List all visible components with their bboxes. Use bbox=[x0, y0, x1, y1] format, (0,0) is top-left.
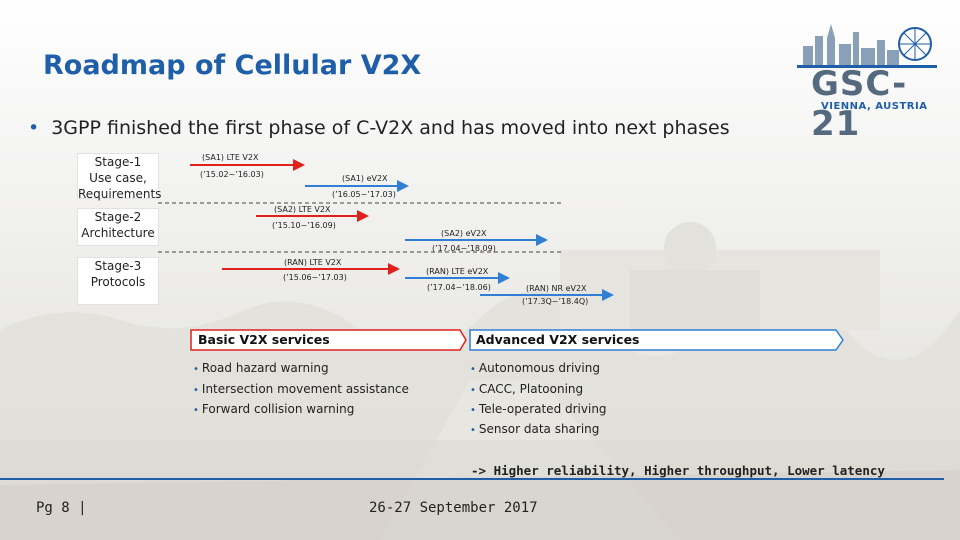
stage-2-label: Stage-2 bbox=[94, 210, 142, 224]
sa2-ev2x-label: (SA2) eV2X bbox=[441, 229, 487, 238]
bullet-dot-icon: • bbox=[470, 385, 476, 396]
event-date: 26-27 September 2017 bbox=[369, 500, 538, 516]
sa2-ev2x-period: (’17.04~’18.09) bbox=[432, 244, 496, 253]
bullet-dot-icon: • bbox=[470, 364, 476, 375]
ran-ltev2x-period: (’15.06~’17.03) bbox=[283, 273, 347, 282]
vienna-skyline-logo-icon bbox=[797, 24, 937, 68]
sa2-ltev2x-period: (’15.10~’16.09) bbox=[272, 221, 336, 230]
sa2-ltev2x-label: (SA2) LTE V2X bbox=[274, 205, 331, 214]
advanced-item: • CACC, Platooning bbox=[470, 382, 583, 396]
stage-2-box: Stage-2 Architecture bbox=[77, 208, 159, 246]
bullet-dot-icon: • bbox=[470, 425, 476, 436]
main-bullet-text: 3GPP finished the first phase of C-V2X a… bbox=[51, 117, 730, 139]
basic-services-header: Basic V2X services bbox=[198, 332, 330, 347]
basic-item-text: Intersection movement assistance bbox=[201, 382, 409, 396]
ran-lte-ev2x-period: (’17.04~’18.06) bbox=[427, 283, 491, 292]
basic-item: • Forward collision warning bbox=[193, 402, 354, 416]
basic-item: • Intersection movement assistance bbox=[193, 382, 409, 396]
advanced-item: • Tele-operated driving bbox=[470, 402, 607, 416]
improvement-note: -> Higher reliability, Higher throughput… bbox=[471, 463, 885, 478]
bullet-dot-icon: • bbox=[193, 405, 199, 416]
stage-2-line2: Architecture bbox=[81, 226, 155, 240]
stage-3-label: Stage-3 bbox=[94, 259, 142, 273]
sa1-ltev2x-period: (’15.02~’16.03) bbox=[200, 170, 264, 179]
sa1-ev2x-label: (SA1) eV2X bbox=[342, 174, 388, 183]
advanced-services-header: Advanced V2X services bbox=[476, 332, 640, 347]
logo-location: VIENNA, AUSTRIA bbox=[821, 101, 928, 112]
basic-header-shape bbox=[190, 329, 467, 351]
ran-nr-ev2x-label: (RAN) NR eV2X bbox=[526, 284, 587, 293]
bullet-dot-icon: • bbox=[28, 117, 40, 139]
stage-1-line3: Requirements bbox=[78, 187, 162, 201]
sa1-ltev2x-label: (SA1) LTE V2X bbox=[202, 153, 259, 162]
sa1-ev2x-period: (’16.05~’17.03) bbox=[332, 190, 396, 199]
basic-item-text: Road hazard warning bbox=[201, 361, 329, 375]
ran-nr-ev2x-period: (’17.3Q~’18.4Q) bbox=[522, 297, 588, 306]
advanced-item: • Autonomous driving bbox=[470, 361, 600, 375]
slide-title: Roadmap of Cellular V2X bbox=[43, 50, 422, 81]
logo-text: GSC-21 bbox=[811, 64, 908, 144]
main-bullet: • 3GPP finished the first phase of C-V2X … bbox=[28, 117, 730, 139]
advanced-item-text: CACC, Platooning bbox=[478, 382, 584, 396]
advanced-item-text: Autonomous driving bbox=[478, 361, 600, 375]
advanced-item-text: Sensor data sharing bbox=[478, 422, 600, 436]
advanced-header-shape bbox=[469, 329, 844, 351]
stage-3-box: Stage-3 Protocols bbox=[77, 257, 159, 305]
stage-1-label: Stage-1 bbox=[94, 155, 142, 169]
ran-ltev2x-label: (RAN) LTE V2X bbox=[284, 258, 342, 267]
bullet-dot-icon: • bbox=[193, 364, 199, 375]
stage-3-line2: Protocols bbox=[90, 275, 146, 289]
advanced-item: • Sensor data sharing bbox=[470, 422, 599, 436]
ran-lte-ev2x-label: (RAN) LTE eV2X bbox=[426, 267, 489, 276]
bullet-dot-icon: • bbox=[193, 385, 199, 396]
gsc21-logo: GSC-21 VIENNA, AUSTRIA bbox=[797, 18, 937, 144]
bullet-dot-icon: • bbox=[470, 405, 476, 416]
advanced-item-text: Tele-operated driving bbox=[478, 402, 607, 416]
stage-1-line2: Use case, bbox=[89, 171, 147, 185]
basic-item: • Road hazard warning bbox=[193, 361, 329, 375]
footer-divider bbox=[0, 478, 944, 480]
basic-item-text: Forward collision warning bbox=[201, 402, 355, 416]
stage-1-box: Stage-1 Use case, Requirements bbox=[77, 153, 162, 201]
page-number: Pg 8 | bbox=[36, 500, 87, 516]
